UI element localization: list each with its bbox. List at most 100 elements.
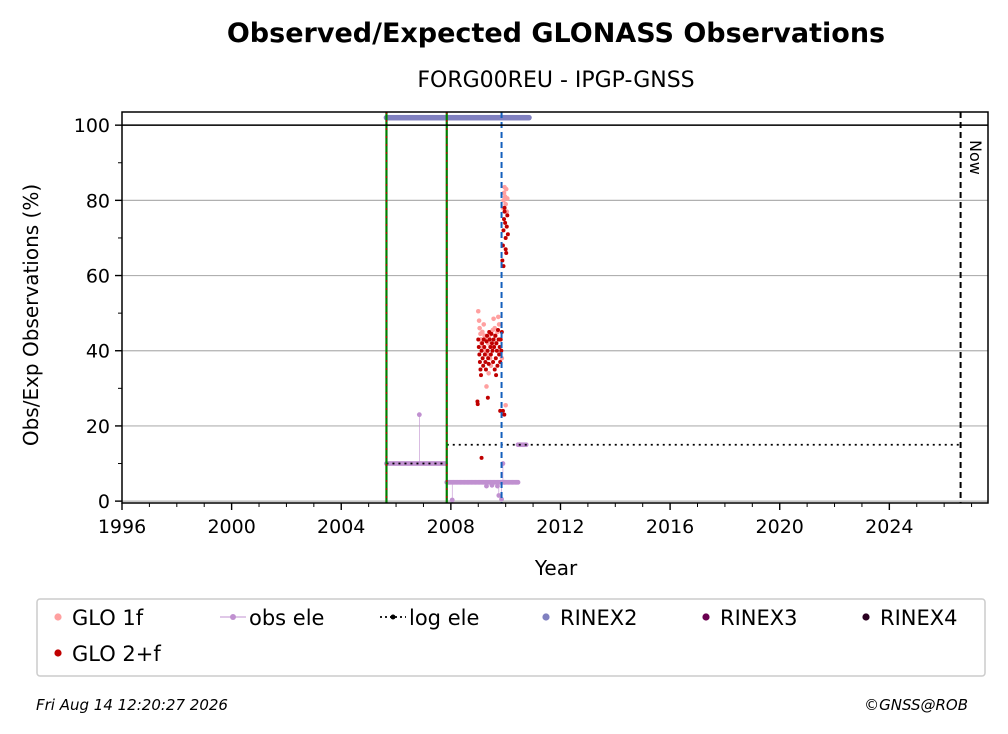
- glo-2f-point: [503, 247, 508, 252]
- footer-copyright: ©GNSS@ROB: [864, 696, 968, 714]
- obs-ele-point: [499, 496, 504, 502]
- glo-2f-point: [504, 224, 509, 229]
- glo-1f-point: [475, 308, 481, 314]
- legend-label-rinex2: RINEX2: [560, 606, 638, 630]
- glo-1f-point: [477, 325, 482, 331]
- x-tick-label-2004: 2004: [317, 516, 365, 538]
- glo-2f-point: [479, 348, 484, 353]
- y-axis-ticks: 0 20 40 60 80 100: [74, 115, 122, 513]
- glo-1f-point: [492, 325, 498, 331]
- glo-2f-point: [481, 363, 486, 368]
- x-tick-label-2020: 2020: [756, 516, 804, 538]
- x-tick-label-2000: 2000: [207, 516, 255, 538]
- glo-2f-point: [480, 341, 485, 346]
- legend-label-glo2f: GLO 2+f: [72, 642, 161, 666]
- series-rinex2: [383, 114, 532, 121]
- glo-2f-point: [491, 337, 496, 342]
- y-tick-label-0: 0: [98, 491, 110, 513]
- glo-1f-point: [501, 190, 507, 196]
- glo-1f-point: [495, 314, 501, 320]
- glo-2f-point: [486, 356, 491, 361]
- x-tick-label-2016: 2016: [646, 516, 694, 538]
- glo-1f-point: [486, 370, 491, 376]
- glo-2f-point: [499, 348, 504, 353]
- rinex2-point: [526, 114, 532, 121]
- glo-1f-point: [481, 322, 487, 327]
- glo-2f-point: [503, 235, 508, 240]
- legend-item-glo1f: GLO 1f: [54, 606, 144, 630]
- y-tick-label-60: 60: [86, 266, 110, 288]
- y-tick-label-40: 40: [86, 341, 110, 363]
- legend-marker-glo2f: [54, 649, 62, 657]
- plot-border: [121, 111, 989, 504]
- obs-ele-point: [449, 497, 455, 503]
- legend-marker-rinex2: [542, 613, 550, 621]
- y-tick-label-80: 80: [86, 190, 110, 212]
- series-glo-2f: [475, 205, 510, 460]
- legend-item-rinex3: RINEX3: [702, 606, 798, 630]
- glo-2f-point: [489, 331, 494, 336]
- glo-2f-point: [494, 341, 499, 346]
- y-axis-label: Obs/Exp Observations (%): [19, 184, 43, 446]
- glo-2f-point: [502, 217, 507, 222]
- legend-label-log_ele: log ele: [409, 606, 479, 630]
- legend-marker-obs_ele: [230, 614, 236, 620]
- glo-1f-point: [491, 316, 496, 322]
- obs-ele-point: [416, 412, 422, 418]
- legend-item-log_ele: log ele: [380, 606, 479, 630]
- legend-item-obs_ele: obs ele: [220, 606, 324, 630]
- legend-item-glo2f: GLO 2+f: [54, 642, 161, 666]
- legend-box: [36, 598, 986, 677]
- x-tick-label-2012: 2012: [536, 516, 584, 538]
- glo-1f-point: [505, 196, 510, 201]
- glo-2f-point: [485, 395, 490, 400]
- x-tick-label-2008: 2008: [427, 516, 475, 538]
- legend-marker-log_ele: [390, 614, 396, 620]
- legend: GLO 1f obs ele log ele RINEX2 RINEX3 RINEX4 GL…: [36, 598, 986, 677]
- series-layer: [383, 114, 961, 503]
- glo-2f-point: [495, 363, 500, 368]
- glo-2f-point: [493, 356, 498, 361]
- glo-1f-point: [484, 384, 489, 389]
- glo-2f-point: [483, 367, 488, 372]
- glo-2f-point: [488, 344, 493, 349]
- glo-2f-point: [482, 352, 487, 357]
- glo-2f-point: [505, 213, 510, 218]
- legend-label-obs_ele: obs ele: [249, 606, 324, 630]
- glo-2f-point: [494, 348, 499, 353]
- glo-1f-point: [476, 318, 482, 323]
- x-axis-ticks: 1996 2000 2004 2008 2012 2016 2020 2024: [98, 503, 973, 538]
- y-tick-label-100: 100: [74, 115, 110, 137]
- x-tick-label-1996: 1996: [98, 516, 146, 538]
- y-tick-label-20: 20: [86, 416, 110, 438]
- footer-timestamp: Fri Aug 14 12:20:27 2026: [36, 696, 228, 714]
- glo-2f-point: [488, 352, 493, 357]
- x-axis-label: Year: [534, 556, 578, 580]
- glo-2f-point: [498, 408, 503, 413]
- glo-2f-point: [475, 402, 480, 407]
- glo-2f-point: [505, 232, 510, 237]
- glo-2f-point: [487, 337, 492, 342]
- now-label: Now: [966, 140, 985, 175]
- legend-item-rinex4: RINEX4: [862, 606, 958, 630]
- glo-2f-point: [482, 344, 487, 349]
- legend-marker-rinex3: [702, 613, 710, 621]
- glo-2f-point: [479, 455, 484, 460]
- obs-ele-point: [515, 479, 521, 485]
- glo-2f-point: [503, 220, 508, 225]
- plot-frame: [121, 111, 989, 504]
- glo-2f-point: [493, 333, 498, 338]
- glo-2f-point: [476, 344, 481, 349]
- glo-2f-point: [497, 352, 502, 357]
- glo-1f-point: [501, 198, 506, 203]
- legend-item-rinex2: RINEX2: [542, 606, 638, 630]
- glo-1f-point: [480, 329, 485, 335]
- legend-marker-glo1f: [54, 613, 62, 621]
- legend-marker-rinex4: [862, 613, 870, 621]
- obs-ele-point: [489, 482, 495, 488]
- glo-2f-point: [498, 337, 503, 342]
- glo-2f-point: [500, 408, 505, 413]
- glo-2f-point: [485, 348, 490, 353]
- glo-2f-point: [484, 339, 489, 344]
